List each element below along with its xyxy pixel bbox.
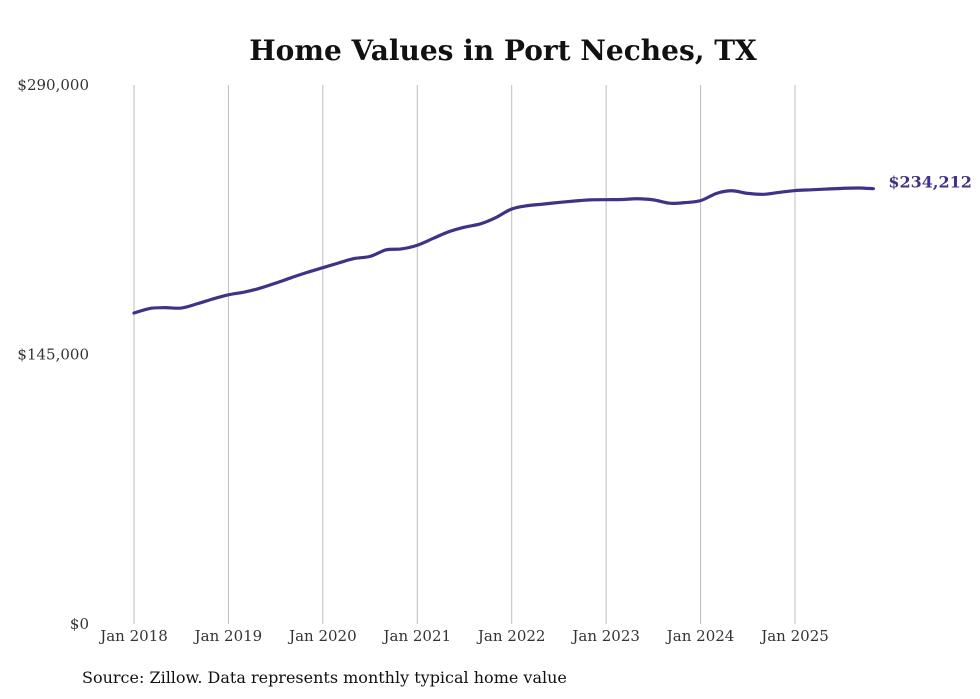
y-axis-ticks: $0 $145,000 $290,000: [17, 76, 89, 633]
series-line-0: [132, 186, 875, 315]
x-axis-ticks: Jan 2018 Jan 2019 Jan 2020 Jan 2021 Jan 2022…: [98, 627, 829, 645]
x-tick-label: Jan 2020: [287, 627, 357, 645]
series-layer: $234,212: [132, 173, 972, 315]
x-tick-label: Jan 2023: [570, 627, 640, 645]
x-tick-label: Jan 2024: [665, 627, 735, 645]
y-tick-label: $0: [70, 615, 89, 633]
x-tick-label: Jan 2019: [193, 627, 263, 645]
y-tick-label: $290,000: [17, 76, 89, 94]
x-tick-label: Jan 2018: [98, 627, 168, 645]
x-tick-label: Jan 2021: [382, 627, 452, 645]
chart-title: Home Values in Port Neches, TX: [249, 34, 757, 67]
x-tick-label: Jan 2025: [759, 627, 829, 645]
end-value-label: $234,212: [888, 173, 972, 192]
source-note: Source: Zillow. Data represents monthly …: [82, 668, 567, 687]
y-tick-label: $145,000: [17, 346, 89, 364]
gridlines: [133, 85, 796, 624]
x-tick-label: Jan 2022: [476, 627, 546, 645]
